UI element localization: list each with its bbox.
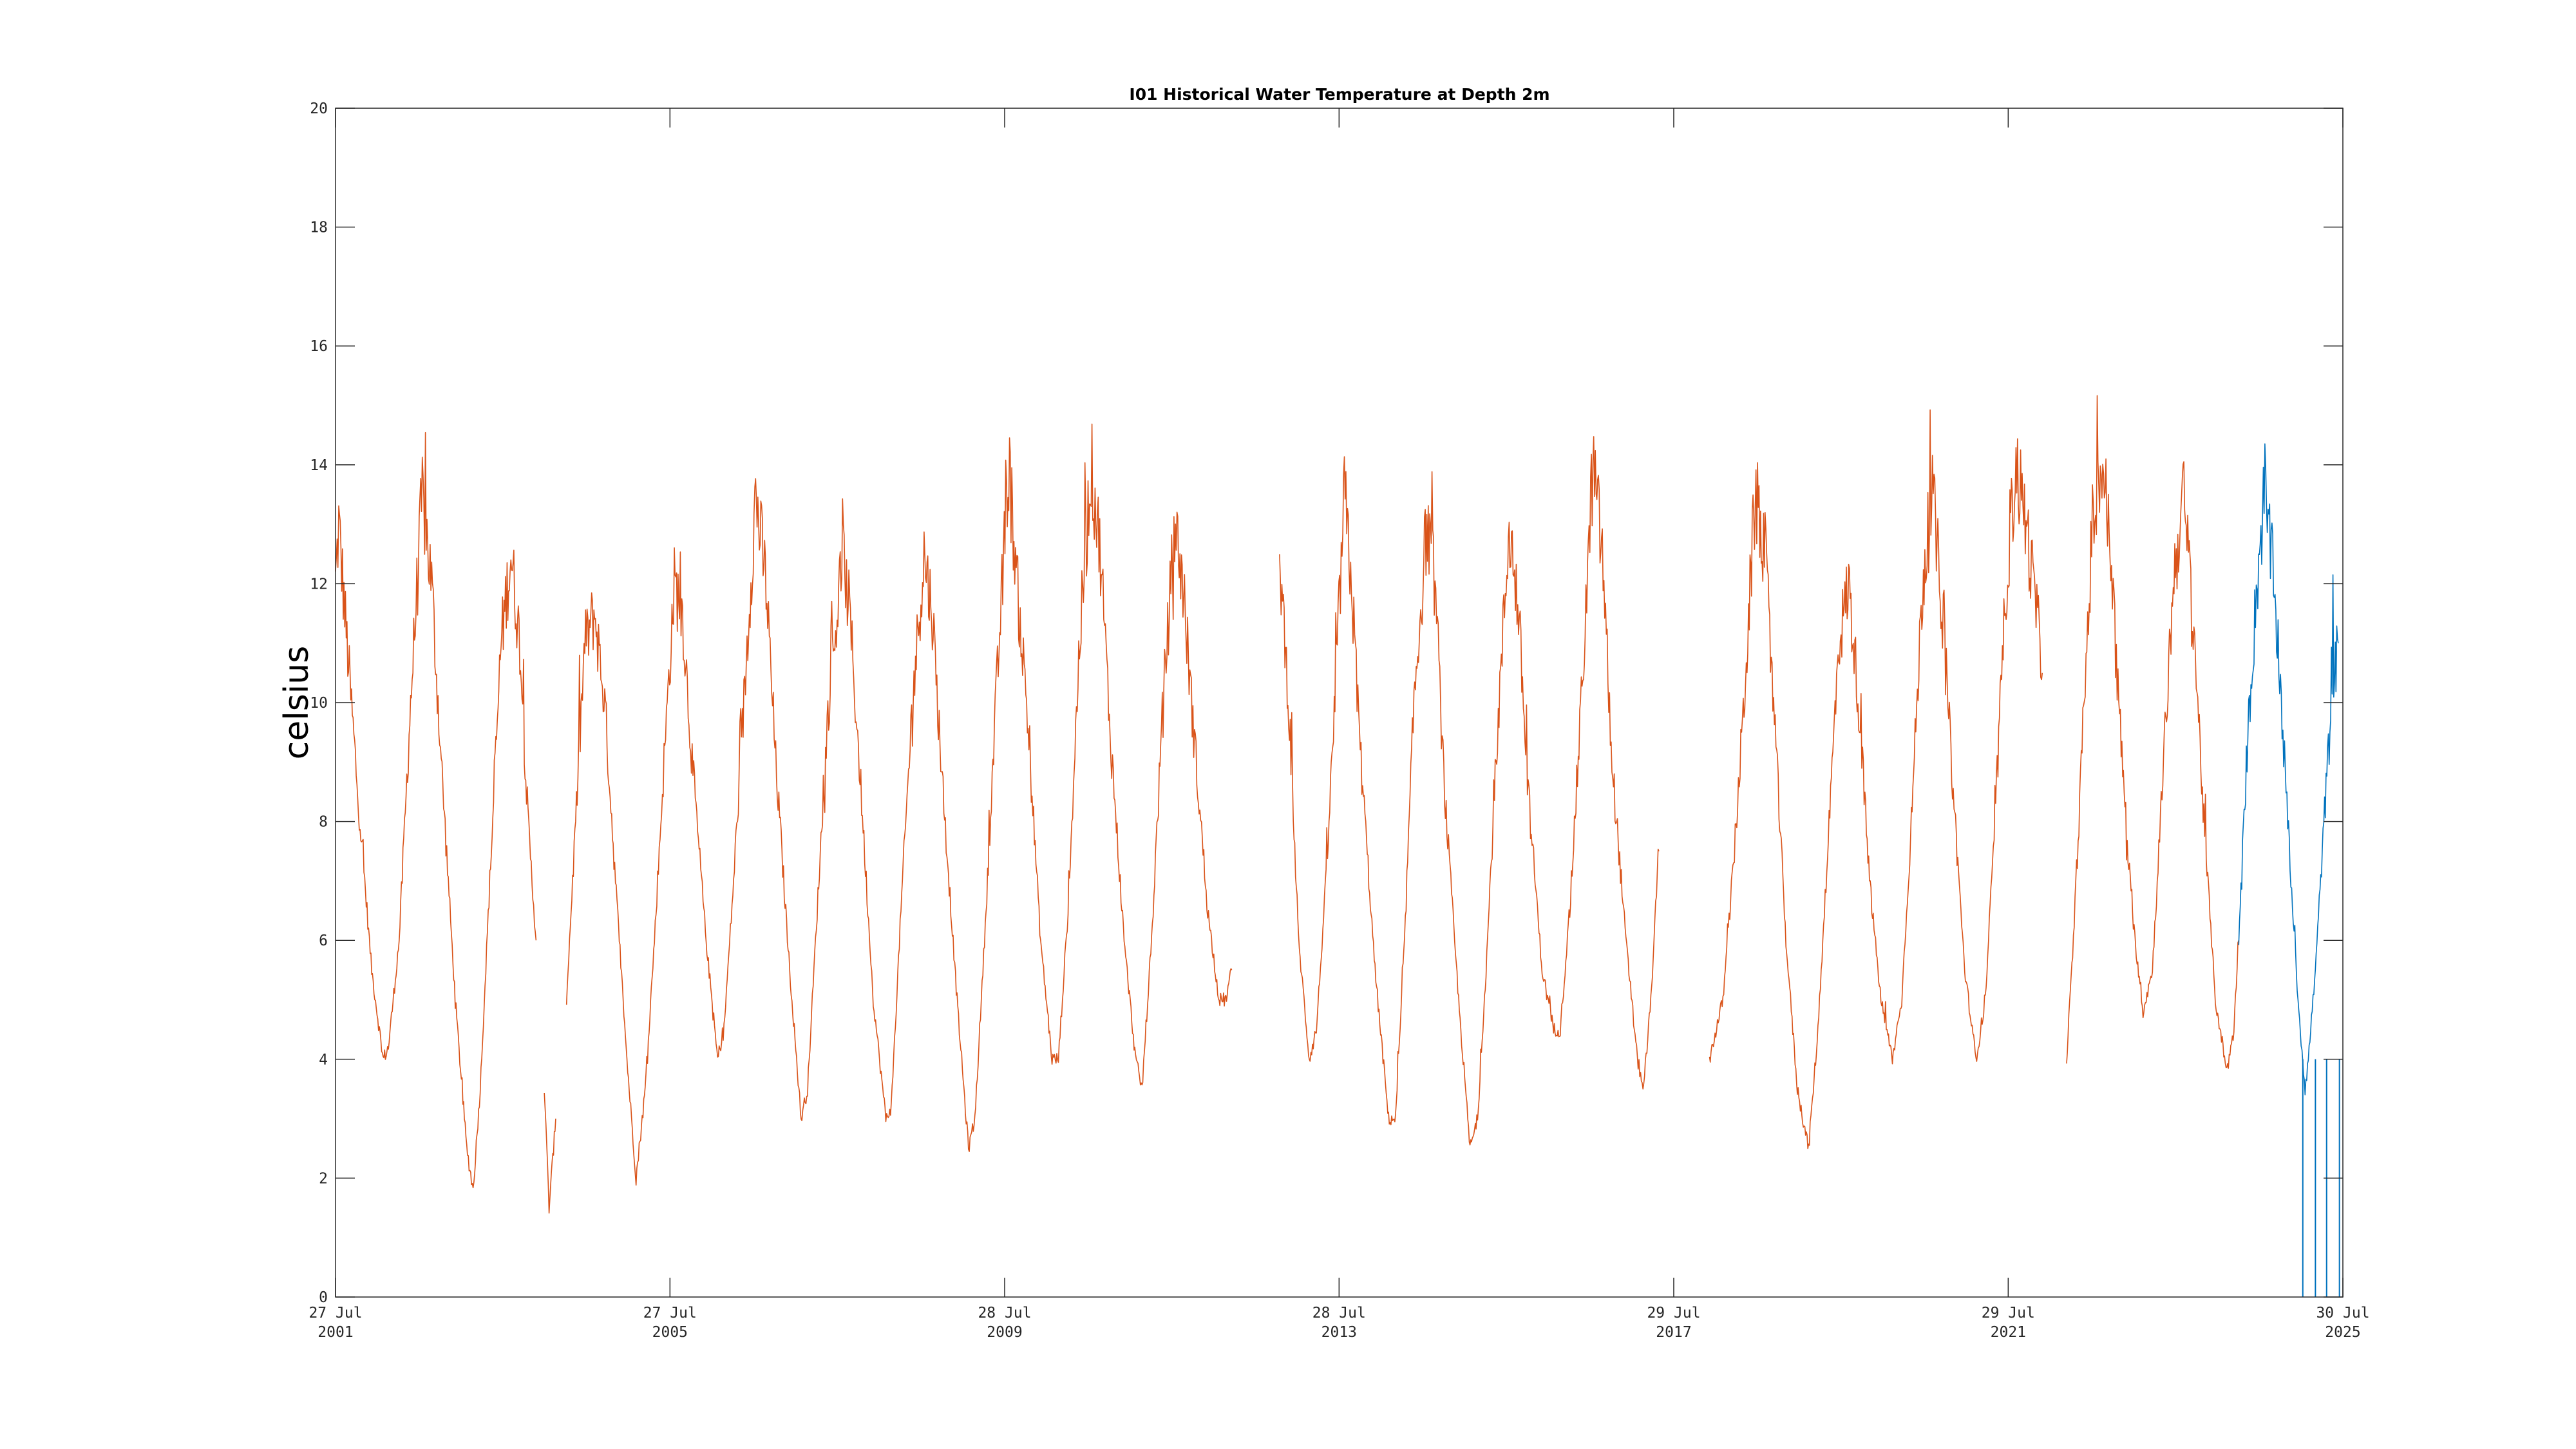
series-0-segment-5 bbox=[2066, 395, 2240, 1069]
x-axis: 27 Jul 2001 27 Jul 2005 28 Jul 2009 28 Jul 2013… bbox=[308, 108, 2370, 1341]
plot-area bbox=[336, 108, 2343, 1297]
series-0-segment-3 bbox=[1279, 436, 1660, 1146]
x-tick-label-day: 27 Jul bbox=[643, 1305, 697, 1321]
y-tick-label: 12 bbox=[310, 576, 328, 592]
x-tick-label-day: 28 Jul bbox=[978, 1305, 1031, 1321]
y-tick-label: 8 bbox=[319, 814, 328, 831]
series-0-segment-0 bbox=[335, 431, 537, 1189]
x-tick-label-year: 2005 bbox=[652, 1324, 688, 1341]
y-tick-label: 2 bbox=[319, 1170, 328, 1187]
y-tick-label: 20 bbox=[310, 100, 328, 117]
x-tick-label-year: 2025 bbox=[2325, 1324, 2360, 1341]
series-1-segment-0 bbox=[2238, 443, 2339, 1095]
series-0-segment-4 bbox=[1709, 409, 2043, 1150]
y-tick-label: 14 bbox=[310, 457, 328, 474]
y-axis-label: celsius bbox=[278, 646, 316, 760]
x-tick-label-year: 2021 bbox=[1991, 1324, 2026, 1341]
x-tick-label-day: 27 Jul bbox=[308, 1305, 362, 1321]
series-0-segment-2 bbox=[565, 423, 1233, 1186]
y-tick-label: 4 bbox=[319, 1052, 328, 1068]
y-tick-label: 10 bbox=[310, 695, 328, 712]
x-tick-label-day: 29 Jul bbox=[1982, 1305, 2035, 1321]
y-tick-label: 16 bbox=[310, 338, 328, 355]
y-axis: 0 2 4 6 8 10 12 14 16 18 20 bbox=[310, 100, 2343, 1306]
series-0-segment-1 bbox=[544, 1092, 556, 1214]
y-tick-label: 6 bbox=[319, 933, 328, 949]
x-tick-label-year: 2013 bbox=[1321, 1324, 1357, 1341]
x-tick-label-year: 2001 bbox=[317, 1324, 353, 1341]
x-tick-label-year: 2009 bbox=[987, 1324, 1022, 1341]
x-tick-label-day: 28 Jul bbox=[1312, 1305, 1366, 1321]
chart-title: I01 Historical Water Temperature at Dept… bbox=[1129, 85, 1549, 104]
y-tick-label: 18 bbox=[310, 220, 328, 236]
y-tick-label: 0 bbox=[319, 1289, 328, 1306]
x-tick-label-day: 29 Jul bbox=[1647, 1305, 1700, 1321]
x-tick-label-day: 30 Jul bbox=[2316, 1305, 2369, 1321]
x-tick-label-year: 2017 bbox=[1656, 1324, 1691, 1341]
